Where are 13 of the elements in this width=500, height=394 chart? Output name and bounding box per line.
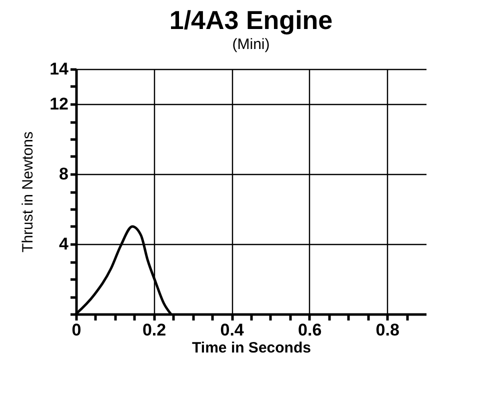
y-tick-label: 14 xyxy=(50,60,70,78)
y-tick-label: 12 xyxy=(50,94,68,114)
y-tick-label: 8 xyxy=(59,164,68,184)
x-tick-label: 0 xyxy=(72,320,82,340)
x-axis-title: Time in Seconds xyxy=(192,340,311,356)
x-tick-label: 0.2 xyxy=(142,320,166,340)
x-tick-label: 0.8 xyxy=(376,320,400,340)
y-axis-title: Thrust in Newtons xyxy=(20,132,37,252)
y-tick-label: 4 xyxy=(59,234,70,254)
x-tick-label: 0.6 xyxy=(298,320,322,340)
chart-title: 1/4A3 Engine xyxy=(169,5,333,35)
x-tick-label: 0.4 xyxy=(220,320,244,340)
chart-subtitle: (Mini) xyxy=(232,36,270,53)
